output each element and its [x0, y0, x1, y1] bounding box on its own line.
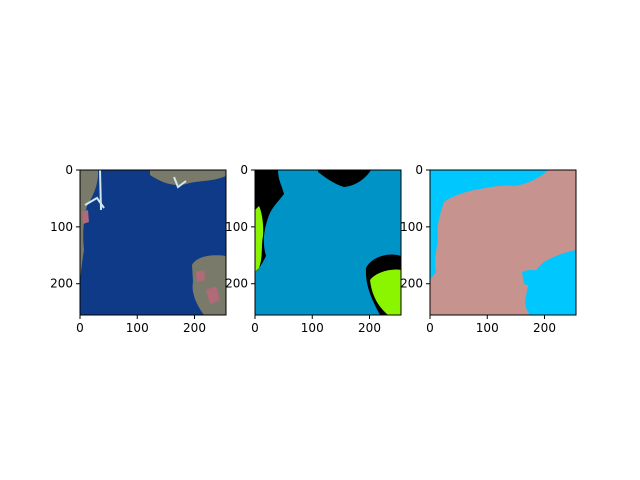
x-tick-label: 0	[426, 321, 434, 335]
x-tick-label: 100	[476, 321, 499, 335]
road-lines	[84, 170, 187, 211]
axes-frame-1	[79, 169, 227, 316]
x-tick-label: 200	[533, 321, 556, 335]
mask-void-top	[318, 170, 371, 187]
y-tick-label: 200	[225, 277, 248, 291]
panel-label-mask	[255, 170, 401, 315]
y-tick-label: 100	[400, 220, 423, 234]
y-tick-label: 0	[415, 163, 423, 177]
land-top-right	[150, 170, 226, 185]
x-tick-label: 0	[251, 321, 259, 335]
y-tick-label: 100	[225, 220, 248, 234]
panel-satellite-image	[80, 170, 226, 315]
panel-prediction-mask	[430, 170, 576, 315]
x-tick-label: 100	[301, 321, 324, 335]
y-tick-label: 200	[400, 277, 423, 291]
tick-layer: 0 100 200 0 100 200 0 100 200 0 100 200 0 100 200 0 100 2…	[50, 163, 556, 335]
mask-vegetation-left	[255, 206, 264, 272]
mask-vegetation-bottom-right	[370, 269, 401, 315]
x-tick-label: 200	[358, 321, 381, 335]
x-tick-label: 200	[183, 321, 206, 335]
pred-land-top	[430, 170, 548, 280]
pred-land-bottom-lobe	[522, 270, 550, 286]
mask-void-left	[255, 170, 284, 272]
x-tick-label: 0	[76, 321, 84, 335]
y-tick-label: 0	[240, 163, 248, 177]
axes-frame-2	[254, 169, 402, 316]
pred-land-right	[525, 250, 576, 315]
y-tick-label: 0	[65, 163, 73, 177]
axes-frame-3	[429, 169, 577, 316]
x-tick-label: 100	[126, 321, 149, 335]
y-tick-label: 200	[50, 277, 73, 291]
land-left-edge	[80, 170, 99, 282]
y-tick-label: 100	[50, 220, 73, 234]
